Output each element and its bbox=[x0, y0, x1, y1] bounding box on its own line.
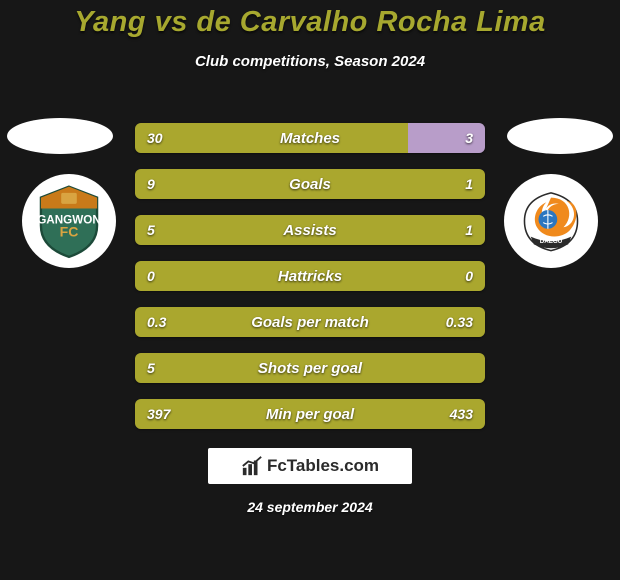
stat-row: 00Hattricks bbox=[135, 261, 485, 291]
club-badge-right: DAEGU bbox=[504, 174, 598, 268]
gangwon-fc-icon: GANGWON FC bbox=[30, 182, 108, 260]
stats-bars: 303Matches 91Goals 51Assists 00Hattricks 0.3… bbox=[135, 123, 485, 445]
footer-logo: FcTables.com bbox=[208, 448, 412, 484]
player-photo-placeholder-right bbox=[507, 118, 613, 154]
stat-label: Shots per goal bbox=[135, 353, 485, 383]
svg-text:FC: FC bbox=[60, 224, 79, 240]
stat-label: Hattricks bbox=[135, 261, 485, 291]
page-date: 24 september 2024 bbox=[0, 499, 620, 515]
page-subtitle: Club competitions, Season 2024 bbox=[0, 53, 620, 70]
footer-text: FcTables.com bbox=[267, 456, 379, 476]
fctables-chart-icon bbox=[241, 455, 263, 477]
stat-row: 303Matches bbox=[135, 123, 485, 153]
stat-row: 51Assists bbox=[135, 215, 485, 245]
svg-text:DAEGU: DAEGU bbox=[540, 238, 563, 245]
player-photo-placeholder-left bbox=[7, 118, 113, 154]
stat-label: Assists bbox=[135, 215, 485, 245]
stat-row: 5Shots per goal bbox=[135, 353, 485, 383]
stat-label: Matches bbox=[135, 123, 485, 153]
stat-row: 0.30.33Goals per match bbox=[135, 307, 485, 337]
page-title: Yang vs de Carvalho Rocha Lima bbox=[0, 0, 620, 39]
club-badge-left: GANGWON FC bbox=[22, 174, 116, 268]
stat-label: Goals per match bbox=[135, 307, 485, 337]
stat-label: Goals bbox=[135, 169, 485, 199]
stat-label: Min per goal bbox=[135, 399, 485, 429]
daegu-fc-icon: DAEGU bbox=[512, 182, 590, 260]
stat-row: 397433Min per goal bbox=[135, 399, 485, 429]
stat-row: 91Goals bbox=[135, 169, 485, 199]
